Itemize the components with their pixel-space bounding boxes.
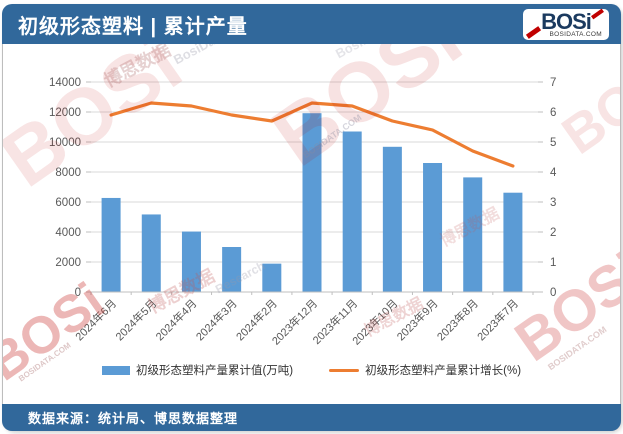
- legend-bar-label: 初级形态塑料产量累计值(万吨): [135, 365, 294, 377]
- left-axis-label: 0: [75, 287, 81, 299]
- chart-area: BOSi BOSi BOSIDATA.COM BOSi BOSi BOSIDATA.COM…: [2, 44, 621, 404]
- bar: [423, 163, 443, 292]
- left-axis-label: 4000: [55, 227, 81, 239]
- left-axis-label: 14000: [49, 77, 81, 89]
- header-bar: 初级形态塑料 | 累计产量 BOSi BOSIDATA.COM: [2, 4, 621, 44]
- right-axis-label: 7: [550, 77, 556, 89]
- page-title: 初级形态塑料 | 累计产量: [18, 15, 248, 38]
- growth-line: [109, 101, 515, 168]
- x-category-label: 2024年6月: [72, 296, 119, 343]
- bar: [262, 263, 282, 292]
- report-card: 初级形态塑料 | 累计产量 BOSi BOSIDATA.COM BOSi BOSi…: [2, 4, 621, 431]
- legend-bar-swatch: [101, 365, 130, 375]
- legend-line-swatch: [329, 368, 360, 372]
- bar: [181, 231, 201, 292]
- legend-line-label: 初级形态塑料产量累计增长(%): [365, 365, 522, 377]
- right-axis-label: 0: [550, 287, 556, 299]
- left-axis-label: 2000: [55, 257, 81, 269]
- bar: [302, 113, 322, 292]
- x-category-label: 2023年9月: [394, 296, 441, 343]
- bar: [342, 131, 362, 292]
- legend-item-line: 初级形态塑料产量累计增长(%): [329, 362, 521, 378]
- chart-legend: 初级形态塑料产量累计值(万吨) 初级形态塑料产量累计增长(%): [3, 362, 620, 378]
- bar: [141, 214, 161, 292]
- x-category-label: 2024年3月: [193, 296, 240, 343]
- combo-chart: 0 2000 4000 6000 8000 10000 12000 14000 0 1 2 3 4 5 6 7…: [49, 77, 557, 348]
- left-axis-label: 10000: [49, 137, 81, 149]
- x-category-label: 2024年5月: [112, 296, 159, 343]
- right-axis-label: 2: [550, 227, 556, 239]
- footer-bar: 数据来源：统计局、博思数据整理: [2, 404, 621, 431]
- logo-slash-icon: [591, 8, 604, 19]
- left-axis-label: 8000: [55, 167, 81, 179]
- bar: [222, 247, 242, 292]
- right-axis-label: 6: [550, 107, 556, 119]
- x-category-label: 2023年7月: [474, 296, 521, 343]
- legend-item-bar: 初级形态塑料产量累计值(万吨): [101, 362, 294, 378]
- right-axis-label: 5: [550, 137, 556, 149]
- bosi-logo: BOSi BOSIDATA.COM: [523, 8, 609, 40]
- x-category-label: 2023年8月: [434, 296, 481, 343]
- x-category-label: 2024年4月: [152, 296, 199, 343]
- logo-brand-text: BOSi: [541, 8, 592, 34]
- bar: [101, 197, 121, 292]
- left-axis-label: 12000: [49, 107, 81, 119]
- right-axis-label: 4: [550, 167, 557, 179]
- bar: [503, 192, 523, 292]
- logo-domain-text: BOSIDATA.COM: [549, 30, 602, 38]
- logo-slash-icon: [525, 25, 542, 39]
- right-axis-label: 3: [550, 197, 556, 209]
- data-source-text: 数据来源：统计局、博思数据整理: [28, 411, 239, 426]
- bar: [463, 177, 483, 292]
- right-axis-label: 1: [550, 257, 556, 269]
- bar: [382, 146, 402, 292]
- left-axis-label: 6000: [55, 197, 81, 209]
